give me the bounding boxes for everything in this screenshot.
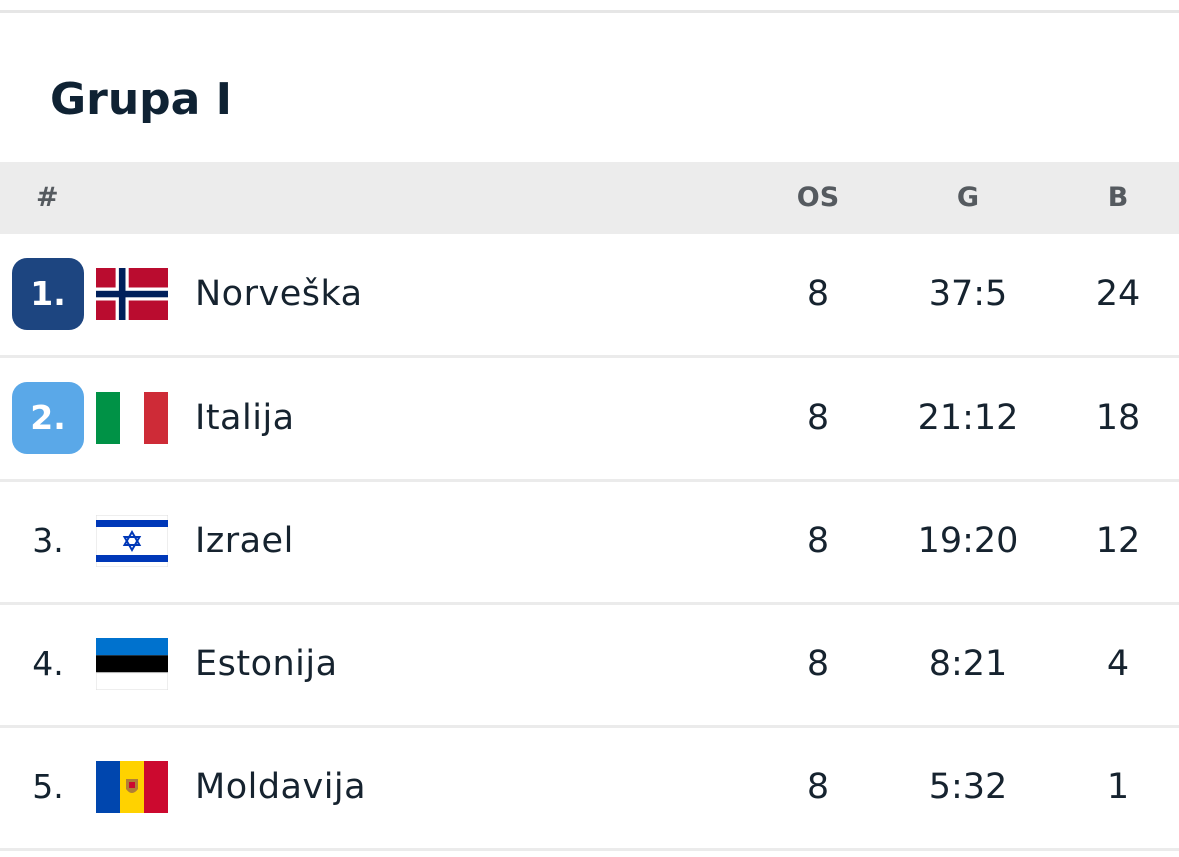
rank: 5. bbox=[32, 767, 64, 806]
table-header: # OS G B bbox=[0, 162, 1179, 234]
team-name: Izrael bbox=[195, 521, 294, 561]
played: 8 bbox=[806, 644, 830, 684]
table-row[interactable]: 3. Izrael 8 19:20 12 bbox=[0, 481, 1179, 605]
flag bbox=[96, 761, 168, 813]
goals: 8:21 bbox=[928, 644, 1008, 684]
goals: 37:5 bbox=[928, 274, 1008, 314]
team-name: Estonija bbox=[195, 644, 338, 684]
team-name: Moldavija bbox=[195, 767, 367, 807]
points: 12 bbox=[1095, 521, 1141, 561]
flag bbox=[96, 392, 168, 444]
points: 4 bbox=[1106, 644, 1130, 684]
played: 8 bbox=[806, 767, 830, 807]
divider bbox=[0, 10, 1179, 13]
header-played: OS bbox=[796, 182, 840, 213]
table-row[interactable]: 4. Estonija 8 8:21 4 bbox=[0, 604, 1179, 728]
flag bbox=[96, 638, 168, 690]
team-name: Norveška bbox=[195, 274, 363, 314]
table-row[interactable]: 5. Moldavija 8 5:32 1 bbox=[0, 727, 1179, 851]
team-name: Italija bbox=[195, 398, 295, 438]
header-goals: G bbox=[956, 182, 980, 213]
table-row[interactable]: 1. Norveška 8 37:5 24 bbox=[0, 234, 1179, 358]
goals: 19:20 bbox=[917, 521, 1019, 561]
played: 8 bbox=[806, 398, 830, 438]
flag bbox=[96, 515, 168, 567]
table-row[interactable]: 2. Italija 8 21:12 18 bbox=[0, 358, 1179, 482]
flag bbox=[96, 268, 168, 320]
rank: 4. bbox=[32, 644, 64, 683]
rank: 3. bbox=[32, 521, 64, 560]
points: 18 bbox=[1095, 398, 1141, 438]
points: 1 bbox=[1106, 767, 1130, 807]
group-title: Grupa I bbox=[50, 74, 233, 125]
played: 8 bbox=[806, 274, 830, 314]
header-points: B bbox=[1107, 182, 1129, 213]
played: 8 bbox=[806, 521, 830, 561]
header-rank: # bbox=[36, 182, 59, 213]
goals: 5:32 bbox=[928, 767, 1008, 807]
rank-badge: 1. bbox=[12, 258, 84, 330]
rank-badge: 2. bbox=[12, 382, 84, 454]
goals: 21:12 bbox=[917, 398, 1019, 438]
points: 24 bbox=[1095, 274, 1141, 314]
